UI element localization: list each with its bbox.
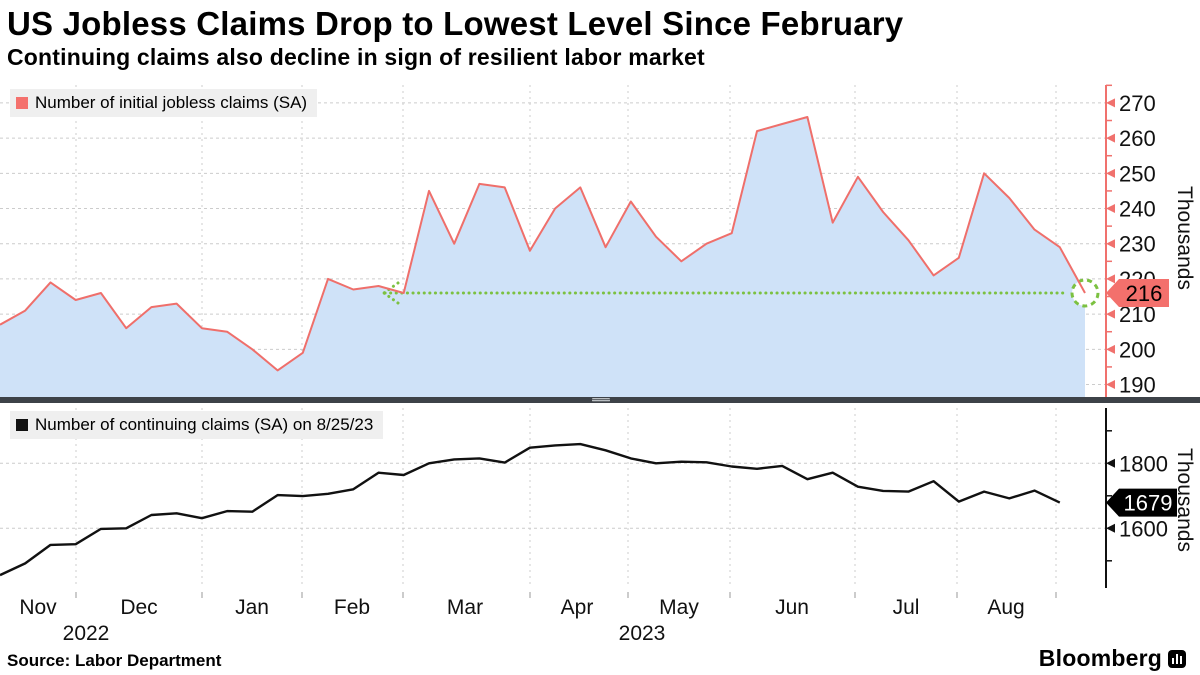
bloomberg-logo: Bloomberg [1039,645,1186,672]
bottom-y-tick-label: 1600 [1119,516,1168,541]
x-month-label: Aug [987,596,1024,619]
top-y-tick-label: 200 [1119,337,1156,362]
legend-continuing-label: Number of continuing claims (SA) on 8/25… [35,415,374,434]
legend-initial-claims: Number of initial jobless claims (SA) [10,89,318,117]
x-year-label: 2023 [619,622,666,645]
divider-grip-handle[interactable] [592,398,610,402]
latest-initial-badge-label: 216 [1126,281,1163,306]
x-month-label: Mar [447,596,483,619]
page-subtitle: Continuing claims also decline in sign o… [7,44,705,70]
initial-claims-line [0,116,1086,372]
top-y-tick-label: 250 [1119,161,1156,186]
top-y-tick-label: 190 [1119,373,1156,398]
x-month-label: Feb [334,596,370,619]
top-y-tick-label: 260 [1119,126,1156,151]
bloomberg-wordmark: Bloomberg [1038,645,1162,671]
legend-initial-label: Number of initial jobless claims (SA) [35,93,308,112]
top-y-axis-tick [1106,309,1115,319]
x-month-label: Jan [235,596,269,619]
top-y-axis-tick [1106,204,1115,214]
legend-continuing-claims: Number of continuing claims (SA) on 8/25… [10,411,384,439]
latest-continuing-badge-label: 1679 [1124,491,1173,516]
bottom-y-tick-label: 1800 [1119,451,1168,476]
top-y-axis-tick [1106,239,1115,249]
top-y-tick-label: 240 [1119,197,1156,222]
bottom-y-axis-tick [1106,458,1115,468]
top-y-tick-label: 230 [1119,232,1156,257]
latest-initial-badge [1106,279,1169,307]
x-month-label: Nov [19,596,57,619]
x-month-label: Dec [120,596,157,619]
top-axis-unit-label: Thousands [1173,186,1196,290]
latest-continuing-badge [1106,488,1177,517]
source-note: Source: Labor Department [7,651,222,670]
x-month-label: May [659,596,699,619]
latest-point-circle [1070,278,1100,308]
initial-claims-area [0,117,1085,397]
legend-swatch-continuing-icon [16,419,28,431]
page-title: US Jobless Claims Drop to Lowest Level S… [7,5,904,42]
top-y-axis-tick [1106,380,1115,390]
legend-swatch-initial-icon [16,97,28,109]
bottom-y-axis-tick [1106,523,1115,533]
top-y-tick-label: 270 [1119,91,1156,116]
x-month-label: Jun [775,596,809,619]
top-y-axis-tick [1106,274,1115,284]
top-y-axis-tick [1106,133,1115,143]
top-y-axis-tick [1106,344,1115,354]
top-y-axis-tick [1106,98,1115,108]
x-month-label: Apr [561,596,594,619]
continuing-claims-line [0,442,1061,577]
x-month-label: Jul [893,596,920,619]
bloomberg-chart-icon [1168,649,1186,668]
bottom-axis-unit-label: Thousands [1173,448,1196,552]
top-y-axis-tick [1106,168,1115,178]
x-year-label: 2022 [63,622,110,645]
